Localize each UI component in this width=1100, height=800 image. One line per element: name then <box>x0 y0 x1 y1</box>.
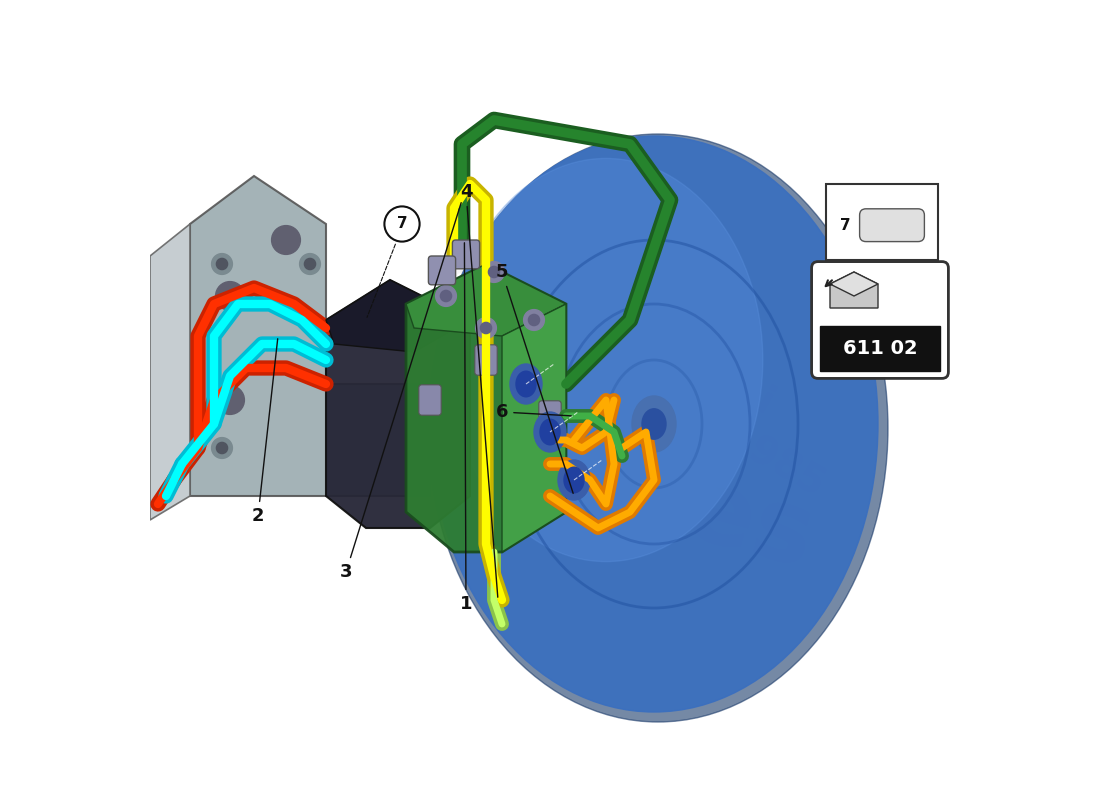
Circle shape <box>528 314 540 326</box>
Text: 1: 1 <box>460 242 472 613</box>
Polygon shape <box>406 264 566 552</box>
Circle shape <box>524 310 544 330</box>
Circle shape <box>217 258 228 270</box>
Text: 2: 2 <box>252 338 277 525</box>
Circle shape <box>481 322 492 334</box>
Text: 6: 6 <box>496 403 571 421</box>
Circle shape <box>211 438 232 458</box>
FancyBboxPatch shape <box>419 385 441 415</box>
FancyBboxPatch shape <box>539 401 561 431</box>
Circle shape <box>305 258 316 270</box>
FancyBboxPatch shape <box>475 345 497 375</box>
Circle shape <box>211 254 232 274</box>
Ellipse shape <box>564 467 584 493</box>
Ellipse shape <box>540 419 560 445</box>
Text: res: res <box>628 450 824 590</box>
Text: lamborghini
original parts since 1985: lamborghini original parts since 1985 <box>452 303 744 497</box>
Circle shape <box>216 282 244 310</box>
Ellipse shape <box>510 364 542 404</box>
Ellipse shape <box>516 371 536 397</box>
Circle shape <box>475 318 496 338</box>
Circle shape <box>216 386 244 414</box>
Circle shape <box>436 286 456 306</box>
Circle shape <box>217 442 228 454</box>
Ellipse shape <box>534 412 566 452</box>
FancyBboxPatch shape <box>428 256 455 285</box>
Text: 3: 3 <box>340 202 461 581</box>
Ellipse shape <box>430 136 878 712</box>
Ellipse shape <box>642 409 666 439</box>
Polygon shape <box>190 176 430 496</box>
Text: 4: 4 <box>460 183 498 598</box>
Ellipse shape <box>558 460 590 500</box>
FancyBboxPatch shape <box>812 262 948 378</box>
Circle shape <box>272 226 300 254</box>
Polygon shape <box>830 272 878 296</box>
FancyBboxPatch shape <box>859 209 924 242</box>
Polygon shape <box>830 272 878 308</box>
Circle shape <box>440 290 452 302</box>
Ellipse shape <box>449 158 762 562</box>
Text: 7: 7 <box>839 218 850 233</box>
Circle shape <box>484 262 505 282</box>
Polygon shape <box>406 264 566 336</box>
Ellipse shape <box>632 396 676 452</box>
Text: 5: 5 <box>496 263 573 494</box>
Text: 7: 7 <box>397 217 407 231</box>
Polygon shape <box>326 280 470 528</box>
Polygon shape <box>326 280 470 352</box>
Text: lamborghini
on parts since 1985: lamborghini on parts since 1985 <box>439 217 854 503</box>
Polygon shape <box>150 224 190 520</box>
FancyBboxPatch shape <box>452 240 480 269</box>
Ellipse shape <box>428 134 888 722</box>
FancyBboxPatch shape <box>821 326 939 371</box>
Polygon shape <box>502 304 566 552</box>
Text: 611 02: 611 02 <box>843 339 917 358</box>
Circle shape <box>488 266 499 278</box>
Circle shape <box>299 254 320 274</box>
FancyBboxPatch shape <box>826 184 938 260</box>
